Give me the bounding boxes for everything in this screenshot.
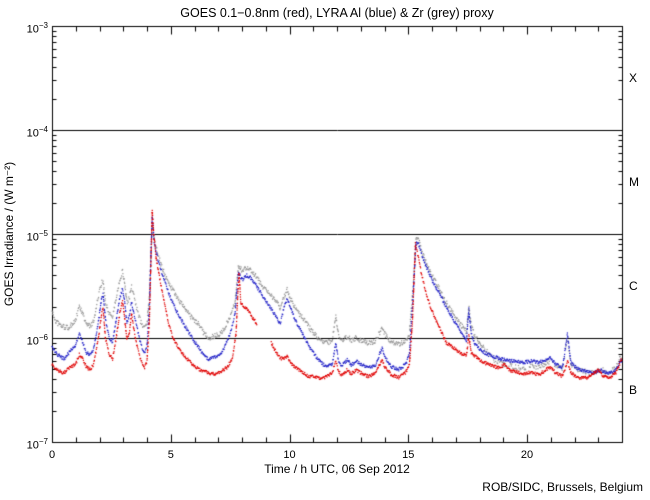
x-axis-title: Time / h UTC, 06 Sep 2012: [264, 462, 410, 476]
flare-class-label: C: [629, 279, 638, 293]
x-tick-label: 5: [167, 449, 174, 461]
x-tick-label: 15: [402, 449, 415, 461]
y-tick-label: 10−6: [26, 333, 48, 348]
flare-class-label: B: [629, 383, 638, 397]
x-tick-label: 20: [520, 449, 534, 461]
flare-class-label: X: [629, 71, 638, 85]
credit-text: ROB/SIDC, Brussels, Belgium: [482, 480, 643, 494]
y-tick-label: 10−3: [26, 21, 48, 36]
y-tick-label: 10−4: [26, 125, 48, 140]
x-tick-label: 0: [48, 449, 56, 461]
chart-title: GOES 0.1−0.8nm (red), LYRA Al (blue) & Z…: [180, 6, 494, 20]
x-tick-label: 10: [283, 449, 296, 461]
flare-class-label: M: [629, 175, 639, 189]
y-tick-label: 10−7: [26, 437, 48, 452]
y-tick-label: 10−5: [26, 229, 48, 244]
